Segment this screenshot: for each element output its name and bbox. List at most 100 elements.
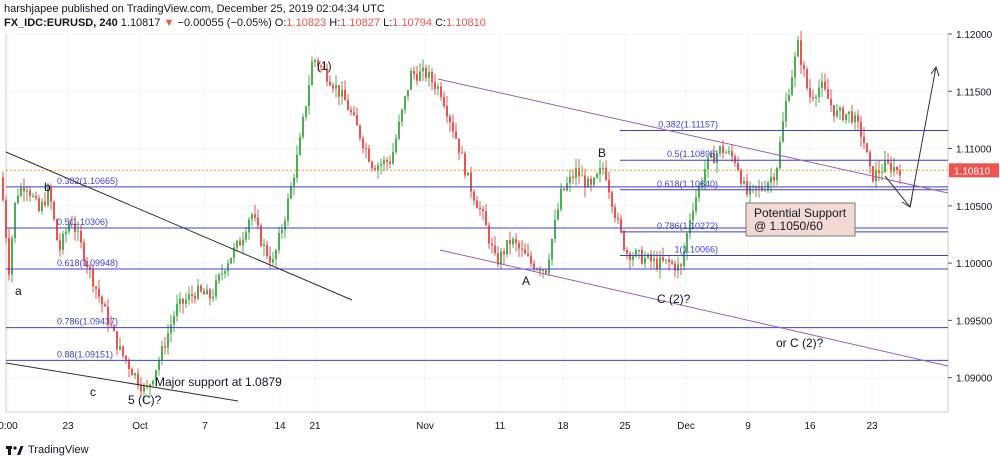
candle-body [203, 291, 205, 295]
candle-body [821, 81, 823, 88]
candle-body [356, 114, 358, 126]
candle-body [134, 373, 136, 376]
candle-body [437, 86, 439, 89]
candle-body [278, 232, 280, 251]
candle-body [419, 71, 421, 81]
candle-body [161, 346, 163, 361]
candle-body [611, 192, 613, 207]
candle-body [644, 257, 646, 264]
x-tick-label: 9 [745, 421, 751, 432]
candle-body [515, 238, 517, 244]
high-value: 1.10827 [340, 17, 381, 29]
candle-body [482, 209, 484, 212]
candle-body [734, 156, 736, 163]
candle-body [170, 324, 172, 334]
candle-body [899, 170, 901, 176]
candle-body [623, 230, 625, 250]
x-tick-label: 0:00 [0, 421, 18, 432]
candle-body [539, 268, 541, 272]
candle-body [284, 220, 286, 230]
wave-5c-label: 5 (C)? [128, 393, 162, 407]
tradingview-footer[interactable]: TradingView [6, 444, 89, 456]
candle-body [806, 69, 808, 89]
candle-body [77, 230, 79, 232]
candle-body [98, 288, 100, 297]
candle-body [656, 258, 658, 269]
candle-body [422, 67, 424, 72]
candle-body [323, 66, 325, 69]
candle-body [458, 138, 460, 153]
candle-body [362, 138, 364, 148]
candle-body [671, 261, 673, 264]
candle-body [341, 89, 343, 97]
candle-body [839, 107, 841, 111]
candle-body [683, 251, 685, 267]
potential-support-line-2: @ 1.1050/60 [754, 219, 823, 233]
wave-A-label: A [522, 274, 530, 288]
candle-body [506, 240, 508, 255]
candle-body [176, 304, 178, 317]
candle-body [113, 325, 115, 332]
candle-body [158, 360, 160, 371]
candle-body [770, 176, 772, 183]
candle-body [521, 248, 523, 250]
candle-body [809, 88, 811, 98]
y-tick-label: 1.12000 [956, 30, 993, 41]
candle-body [248, 219, 250, 233]
channel-upper-line [437, 78, 949, 194]
candle-body [50, 187, 52, 202]
candle-body [779, 141, 781, 169]
x-tick-label: 18 [557, 421, 569, 432]
candle-body [218, 274, 220, 281]
candle-body [635, 250, 637, 257]
candle-body [512, 238, 514, 245]
candle-body [551, 238, 553, 260]
candle-body [650, 254, 652, 262]
candle-body [107, 306, 109, 325]
candle-body [818, 87, 820, 97]
candle-body [80, 230, 82, 243]
candle-body [44, 201, 46, 205]
candle-body [680, 264, 682, 267]
candle-body [275, 250, 277, 260]
candle-body [71, 223, 73, 225]
candle-body [824, 81, 826, 89]
candle-body [464, 153, 466, 176]
candle-body [365, 147, 367, 149]
channel-lower-line [439, 249, 949, 367]
candle-body [344, 89, 346, 101]
fib-label-left: 0.786(1.09437) [57, 317, 118, 327]
candle-body [587, 178, 589, 188]
candle-body [695, 197, 697, 211]
candle-body [314, 59, 316, 62]
candle-body [347, 100, 349, 110]
candle-body [53, 201, 55, 220]
candle-body [890, 162, 892, 172]
down-arrow-head-icon [901, 197, 913, 208]
candle-body [845, 114, 847, 121]
candle-body [29, 190, 31, 196]
candle-body [659, 257, 661, 269]
candle-body [425, 67, 427, 78]
potential-support-box [745, 202, 856, 237]
axes: 1.12000 1.11500 1.11000 1.10500 1.10000 1.095… [0, 30, 999, 432]
candle-body [5, 200, 7, 238]
candle-body [116, 331, 118, 350]
candle-body [179, 298, 181, 305]
symbol-label: FX_IDC:EURUSD, 240 [4, 17, 118, 29]
x-tick-label: Oct [132, 421, 148, 432]
candle-body [335, 85, 337, 89]
x-tick-label: 14 [274, 421, 286, 432]
candle-body [35, 195, 37, 199]
candle-body [230, 257, 232, 264]
candle-body [227, 263, 229, 272]
candle-body [332, 85, 334, 89]
publisher-name[interactable]: harshjapee [4, 3, 59, 15]
candle-body [65, 231, 67, 234]
candle-body [593, 177, 595, 185]
candle-body [413, 70, 415, 75]
projection-path [884, 66, 937, 209]
candle-body [569, 176, 571, 184]
candle-body [446, 106, 448, 117]
